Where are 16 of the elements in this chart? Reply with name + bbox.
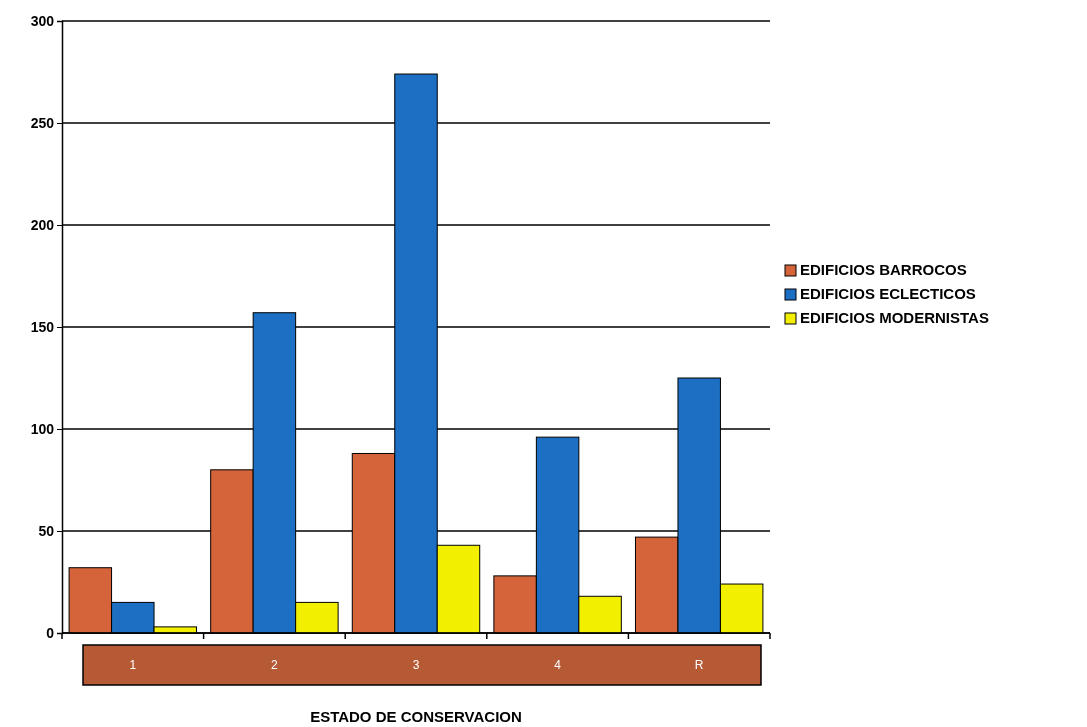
y-tick-label: 0: [46, 624, 55, 641]
y-tick-label: 200: [30, 216, 55, 233]
y-tick-label: 100: [30, 420, 55, 437]
y-tick-label: 50: [38, 522, 55, 539]
x-axis-title: ESTADO DE CONSERVACION: [310, 708, 522, 725]
x-tick-label: 2: [271, 658, 279, 672]
x-tick-label: 1: [129, 658, 137, 672]
y-tick-label: 150: [30, 318, 55, 335]
legend-label: EDIFICIOS BARROCOS: [800, 261, 967, 278]
x-tick-label: R: [694, 658, 704, 672]
y-tick-label: 250: [30, 114, 55, 131]
x-tick-label: 4: [554, 658, 562, 672]
y-tick-label: 300: [30, 12, 55, 29]
x-tick-label: 3: [412, 658, 420, 672]
legend-label: EDIFICIOS ECLECTICOS: [800, 285, 976, 302]
legend-label: EDIFICIOS MODERNISTAS: [800, 309, 989, 326]
